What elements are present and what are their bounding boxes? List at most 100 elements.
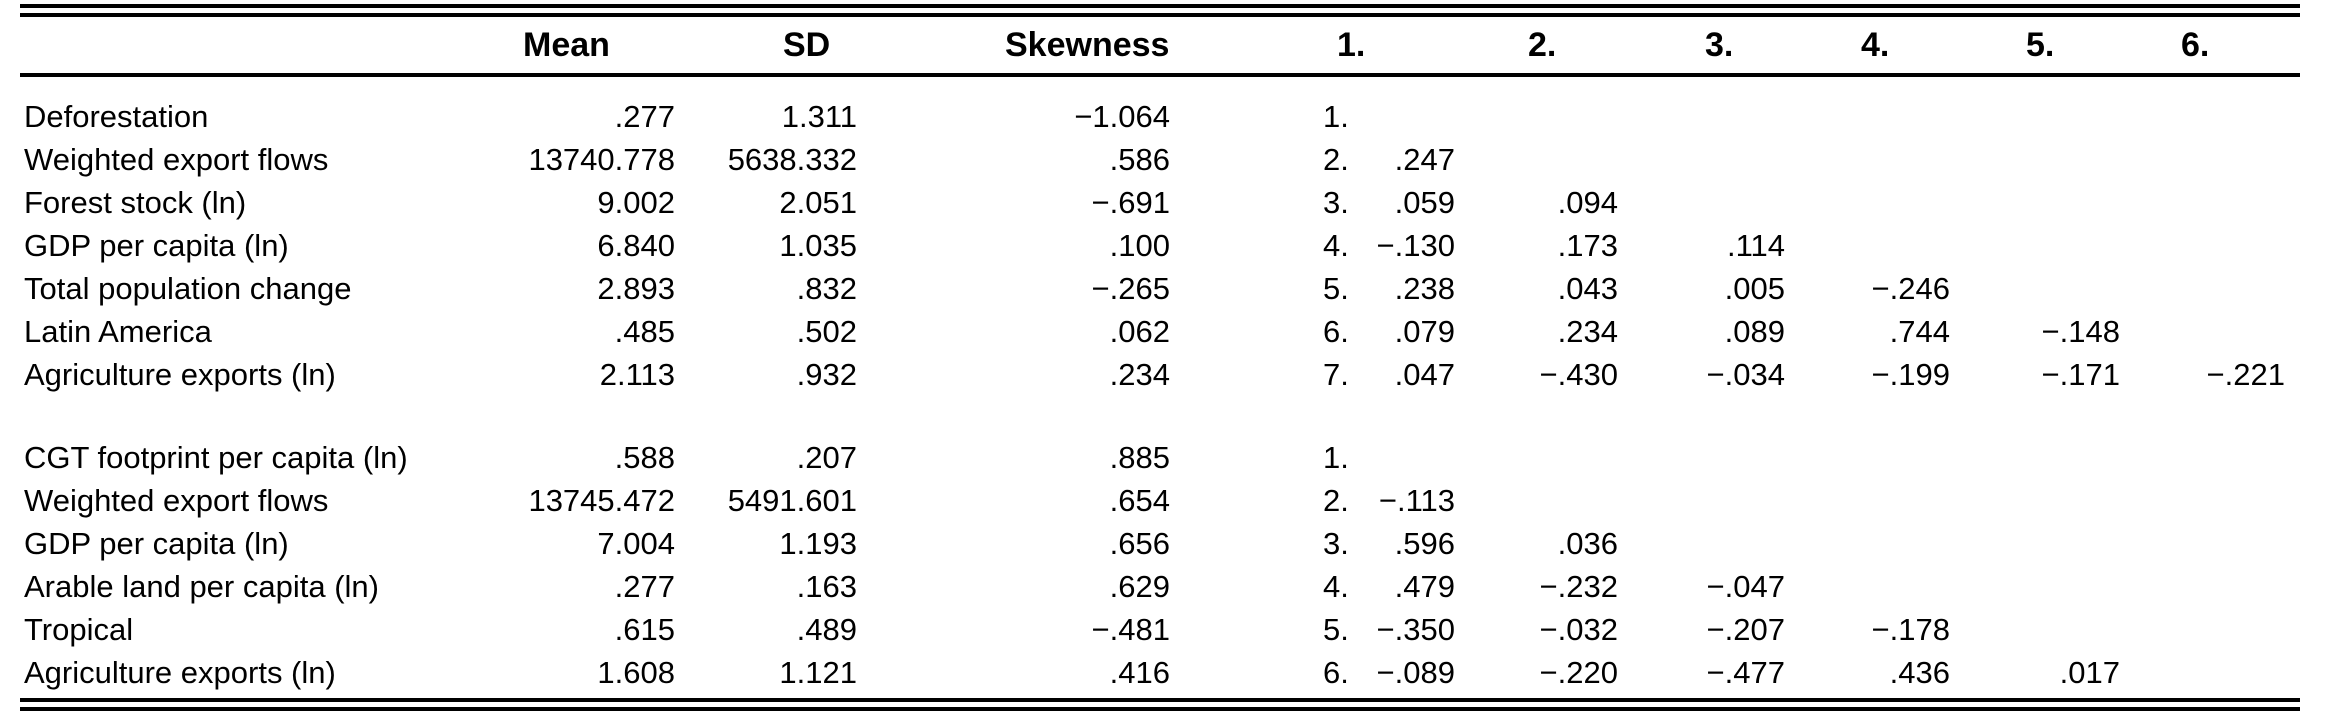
sd-value: 1.311 (781, 99, 857, 134)
skewness-value: −1.064 (1074, 99, 1170, 134)
skewness-value: −.481 (1091, 612, 1170, 647)
corr-1-value: −.089 (1376, 655, 1455, 690)
corr-4-value (1785, 95, 1950, 138)
corr-5-value (1950, 565, 2120, 608)
table-row: Weighted export flows 13740.778 5638.332 .5… (20, 138, 2300, 181)
spacer-row (20, 75, 2300, 95)
column-header-corr-5: 5. (2026, 25, 2055, 64)
mean-value: 2.893 (597, 271, 675, 306)
skewness-value: .629 (1109, 569, 1170, 604)
corr-4-value (1785, 181, 1950, 224)
correlation-table: Mean SD Skewness 1. 2. 3. 4. 5. 6. Defor… (20, 13, 2300, 702)
row-number: 2. (1323, 483, 1349, 518)
spacer-row (20, 75, 2300, 95)
corr-6-value (2120, 565, 2300, 608)
corr-6-value (2120, 224, 2300, 267)
corr-1-value: .238 (1394, 271, 1455, 306)
corr-2-value (1455, 95, 1618, 138)
sd-value: .489 (796, 612, 857, 647)
corr-4-value (1785, 479, 1950, 522)
row-number: 1. (1323, 440, 1349, 475)
row-label: GDP per capita (ln) (24, 228, 289, 263)
row-number: 5. (1323, 612, 1349, 647)
corr-2-value (1455, 436, 1618, 479)
row-label: Latin America (24, 314, 212, 349)
row-label: Arable land per capita (ln) (24, 569, 379, 604)
table-row: Latin America .485 .502 .062 6. .079 .234 .089.… (20, 310, 2300, 353)
table-row: CGT footprint per capita (ln) .588 .207 .88… (20, 436, 2300, 479)
corr-4-value: −.178 (1871, 612, 1950, 647)
corr-5-value: .017 (2059, 655, 2120, 690)
row-number: 5. (1323, 271, 1349, 306)
column-header-corr-6: 6. (2181, 25, 2210, 64)
row-number: 3. (1323, 185, 1349, 220)
corr-3-value: .114 (1726, 228, 1785, 263)
mean-value: 13740.778 (528, 142, 675, 177)
spacer-row (20, 694, 2300, 700)
corr-2-value: −.220 (1539, 655, 1618, 690)
mean-value: 6.840 (597, 228, 675, 263)
corr-6-value (2120, 310, 2300, 353)
corr-4-value (1785, 436, 1950, 479)
row-label: CGT footprint per capita (ln) (24, 440, 408, 475)
table-row: GDP per capita (ln) 6.840 1.035 .100 4. −.130… (20, 224, 2300, 267)
row-label: GDP per capita (ln) (24, 526, 289, 561)
row-label: Weighted export flows (24, 142, 329, 177)
skewness-value: .656 (1109, 526, 1170, 561)
corr-6-value (2120, 181, 2300, 224)
corr-3-value: −.047 (1706, 569, 1785, 604)
sd-value: 2.051 (779, 185, 857, 220)
row-label: Agriculture exports (ln) (24, 655, 336, 690)
corr-3-value (1618, 522, 1785, 565)
panel-gap-row (20, 396, 2300, 436)
column-header-skewness: Skewness (1005, 25, 1170, 64)
corr-4-value (1785, 565, 1950, 608)
row-label: Total population change (24, 271, 352, 306)
statistics-table-figure: Mean SD Skewness 1. 2. 3. 4. 5. 6. Defor… (20, 4, 2300, 711)
corr-1-value: .479 (1394, 569, 1455, 604)
corr-6-value (2120, 267, 2300, 310)
corr-1-value: .047 (1394, 357, 1455, 392)
column-header-variable (20, 15, 470, 75)
column-header-sd: SD (783, 25, 831, 64)
corr-1-value: .059 (1394, 185, 1455, 220)
table-bottom-outer-rule (20, 707, 2300, 711)
corr-5-value (1950, 138, 2120, 181)
mean-value: 13745.472 (528, 483, 675, 518)
corr-5-value (1950, 479, 2120, 522)
corr-3-value: −.034 (1706, 357, 1785, 392)
corr-1-value: −.130 (1376, 228, 1455, 263)
table-row: Agriculture exports (ln) 1.608 1.121 .416 6.… (20, 651, 2300, 694)
corr-3-value (1618, 95, 1785, 138)
corr-6-value: −.221 (2206, 357, 2285, 392)
sd-value: .832 (796, 271, 857, 306)
corr-2-value: .043 (1557, 271, 1618, 306)
sd-value: .932 (796, 357, 857, 392)
mean-value: 7.004 (597, 526, 675, 561)
corr-3-value: −.477 (1706, 655, 1785, 690)
table-row: Tropical .615 .489 −.481 5. −.350 −.032 −.207 −.… (20, 608, 2300, 651)
corr-1-value: .247 (1394, 142, 1455, 177)
corr-1-value: .079 (1394, 314, 1455, 349)
row-label: Deforestation (24, 99, 209, 134)
row-number: 4. (1323, 228, 1349, 263)
sd-value: 5638.332 (727, 142, 857, 177)
corr-2-value: .036 (1557, 526, 1618, 561)
skewness-value: .100 (1109, 228, 1170, 263)
skewness-value: −.265 (1091, 271, 1170, 306)
row-number: 6. (1323, 314, 1349, 349)
corr-2-value: −.430 (1539, 357, 1618, 392)
table-row: Deforestation .277 1.311 −1.064 1. (20, 95, 2300, 138)
corr-2-value (1455, 479, 1618, 522)
row-number: 1. (1323, 99, 1349, 134)
table-row: Agriculture exports (ln) 2.113 .932 .234 7..… (20, 353, 2300, 396)
sd-value: 1.121 (779, 655, 857, 690)
panel-gap-row (20, 396, 2300, 436)
table-row: Weighted export flows 13745.472 5491.601 .6… (20, 479, 2300, 522)
corr-6-value (2120, 436, 2300, 479)
table-row: Forest stock (ln) 9.002 2.051 −.691 3. .059 .0… (20, 181, 2300, 224)
table-row: Total population change 2.893 .832 −.265 5..… (20, 267, 2300, 310)
spacer-row (20, 694, 2300, 700)
row-label: Weighted export flows (24, 483, 329, 518)
